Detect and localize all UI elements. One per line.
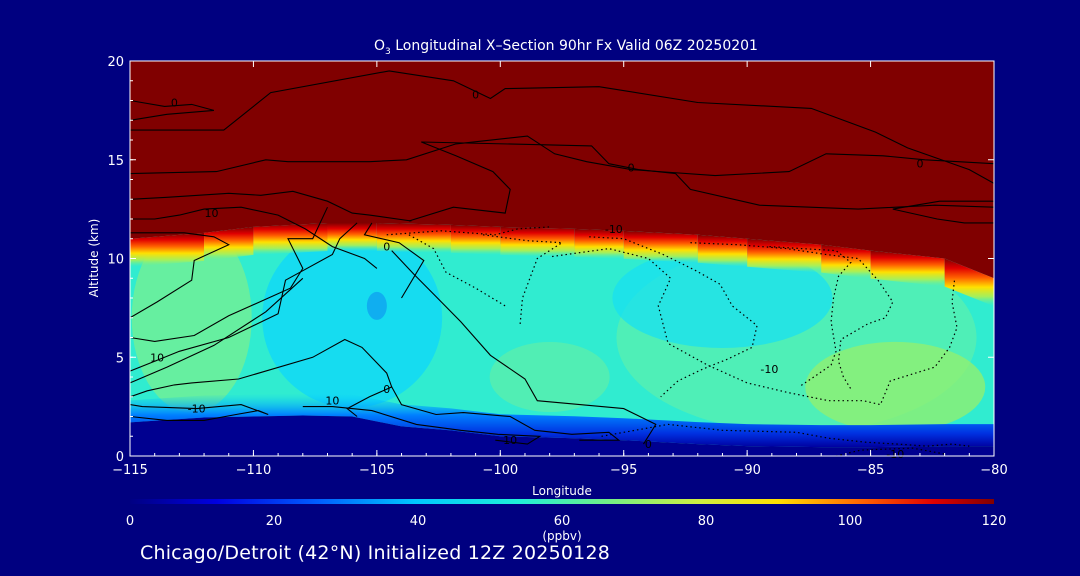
colorbar-label: (ppbv): [542, 529, 581, 543]
x-tick-label: −80: [980, 463, 1007, 478]
tropopause-band: [130, 232, 205, 267]
contour-line: [130, 277, 304, 384]
contour-line: [130, 222, 358, 372]
colorbar-ticks: 0 20 40 60 80 100 120: [126, 514, 1007, 529]
contour-label: 0: [171, 96, 178, 109]
tropopause-band: [747, 238, 822, 273]
tropopause-band: [574, 228, 624, 259]
colorbar-tick-label: 0: [126, 514, 134, 529]
contour-line: [130, 338, 393, 417]
contour-line: [130, 206, 378, 269]
contour-label: -10: [760, 363, 778, 376]
contour-label: -10: [188, 403, 206, 416]
y-tick-label: 10: [107, 253, 124, 268]
y-axis-label: Altitude (km): [87, 219, 101, 298]
tropopause-band: [870, 250, 945, 287]
contour-line: [892, 200, 994, 224]
x-tick-label: −105: [359, 463, 395, 478]
contour-line: [391, 250, 657, 445]
tropopause-band: [697, 234, 748, 267]
chart-title: O3 Longitudinal X–Section 90hr Fx Valid …: [374, 38, 758, 57]
y-axis: 0 5 10 15 20: [107, 55, 994, 465]
x-tick-label: −95: [610, 463, 637, 478]
colorbar-tick-label: 60: [554, 514, 571, 529]
contour-line: [302, 406, 542, 445]
y-tick-label: 0: [116, 450, 124, 465]
colorbar-tick-label: 40: [410, 514, 427, 529]
tropopause-band: [327, 222, 377, 251]
contour-label: 0: [383, 383, 390, 396]
ozone-patch: [489, 342, 610, 412]
x-axis-label: Longitude: [532, 484, 592, 498]
stratosphere-field: [130, 61, 994, 279]
tropopause-band: [821, 244, 871, 279]
contour-line: [408, 141, 994, 222]
ozone-patch: [131, 222, 252, 413]
contour-line: [391, 386, 621, 441]
contour-label: 0: [916, 158, 923, 171]
tropopause-band: [450, 224, 501, 255]
contour-line-dotted: [552, 247, 958, 406]
contour-line-dotted: [482, 234, 564, 326]
colorbar-tick-label: 100: [838, 514, 863, 529]
ozone-patch: [366, 291, 387, 320]
y-tick-label: 15: [107, 154, 124, 169]
y-tick-label: 5: [116, 351, 124, 366]
contour-line: [130, 70, 994, 184]
x-tick-label: −100: [482, 463, 518, 478]
tropopause-band: [944, 258, 994, 307]
ozone-patch: [262, 227, 443, 408]
contour-label: 10: [325, 395, 339, 408]
contour-line: [130, 135, 994, 177]
ozone-field: [130, 61, 994, 456]
contour-line: [130, 404, 269, 421]
tropopause-band: [500, 226, 575, 257]
contour-label: 10: [204, 207, 218, 220]
x-tick-label: −115: [112, 463, 148, 478]
footer-caption: Chicago/Detroit (42°N) Initialized 12Z 2…: [140, 542, 611, 564]
contour-label: 0: [472, 89, 479, 102]
x-axis: −115 −110 −105 −100 −95 −90 −85 −80: [112, 61, 1008, 478]
boundary-band: [130, 393, 994, 448]
x-tick-label: −90: [733, 463, 760, 478]
contour-label: 0: [645, 438, 652, 451]
contour-lines: [130, 70, 994, 456]
contour-line-dotted: [601, 423, 970, 447]
contour-line: [130, 206, 328, 342]
colorbar: [130, 499, 994, 504]
contour-label: -10: [605, 223, 623, 236]
contour-line: [130, 190, 412, 222]
contour-line: [130, 99, 215, 121]
contour-label: 0: [628, 162, 635, 175]
contour-line: [130, 232, 230, 319]
contour-label: 10: [150, 351, 164, 364]
surface-layer-field: [130, 415, 994, 456]
ozone-patch: [612, 248, 833, 348]
contour-line-dotted: [769, 246, 852, 388]
colorbar-tick-label: 80: [698, 514, 715, 529]
colorbar-tick-label: 120: [982, 514, 1007, 529]
contour-line: [363, 222, 425, 299]
tropopause-band: [204, 226, 254, 261]
contour-line-dotted: [386, 226, 550, 236]
y-tick-label: 20: [107, 55, 124, 70]
tropopause-band: [623, 230, 698, 263]
ozone-patch: [805, 341, 986, 432]
x-tick-label: −110: [236, 463, 272, 478]
x-tick-label: −85: [857, 463, 884, 478]
contour-line-dotted: [408, 234, 506, 307]
contour-label: 0: [383, 241, 390, 254]
colorbar-tick-label: 20: [266, 514, 283, 529]
contour-label: 10: [503, 434, 517, 447]
